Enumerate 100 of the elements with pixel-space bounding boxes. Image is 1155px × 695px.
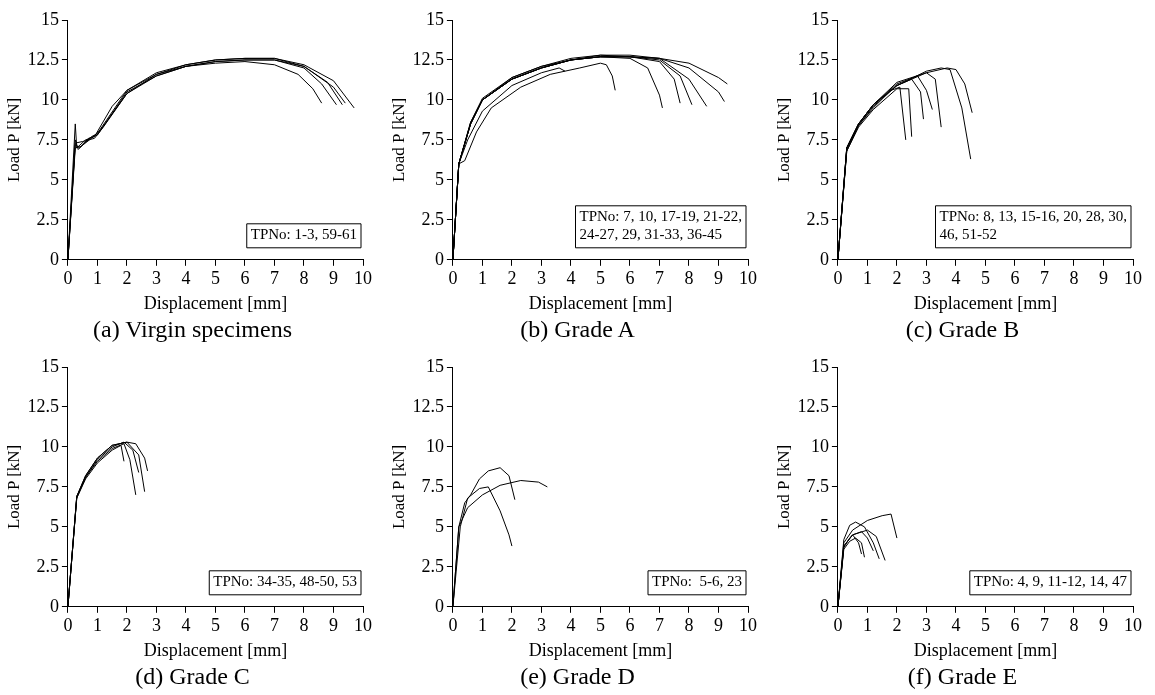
y-tick-label: 7.5 [421,128,444,149]
annotation: TPNo: 8, 13, 15-16, 20, 28, 30, 46, 51-52 [939,208,1127,243]
y-tick-label: 0 [819,248,829,269]
x-tick-label: 9 [328,615,338,636]
y-tick-label: 15 [810,8,829,29]
x-tick-label: 10 [739,615,757,636]
x-tick-label: 9 [328,268,338,289]
x-tick-label: 3 [921,615,931,636]
x-tick-label: 6 [1010,615,1020,636]
y-tick-label: 15 [425,355,444,376]
x-tick-label: 10 [1124,615,1142,636]
y-tick-label: 0 [49,595,59,616]
x-tick-label: 3 [536,268,546,289]
x-tick-label: 3 [921,268,931,289]
x-tick-label: 5 [980,615,990,636]
x-tick-label: 5 [595,615,605,636]
x-tick-label: 1 [477,268,487,289]
x-tick-label: 3 [151,268,161,289]
text: (b) Grade A [519,315,636,343]
y-tick-label: 10 [425,435,444,456]
x-tick-label: 4 [951,615,961,636]
x-tick-label: 0 [63,268,73,289]
y-tick-label: 5 [49,168,59,189]
y-tick-label: 12.5 [27,48,59,69]
x-tick-label: 9 [713,615,723,636]
y-tick-label: 0 [819,595,829,616]
y-axis-title: Load P [kN] [3,444,23,530]
y-axis-title: Load P [kN] [773,97,793,183]
x-tick-label: 9 [713,268,723,289]
y-tick-label: 12.5 [412,395,444,416]
x-tick-label: 6 [625,615,635,636]
x-tick-label: 3 [536,615,546,636]
x-tick-label: 2 [892,268,902,289]
x-tick-label: 1 [862,268,872,289]
x-tick-label: 8 [684,615,694,636]
y-tick-label: 15 [810,355,829,376]
y-tick-label: 5 [434,515,444,536]
x-tick-label: 0 [833,268,843,289]
y-tick-label: 0 [434,595,444,616]
y-tick-label: 5 [49,515,59,536]
y-tick-label: 12.5 [797,48,829,69]
x-axis-title: Displacement [mm] [913,292,1058,313]
y-tick-label: 2.5 [806,208,829,229]
y-tick-label: 5 [434,168,444,189]
x-tick-label: 5 [210,615,220,636]
x-tick-label: 5 [595,268,605,289]
annotation: TPNo: 34-35, 48-50, 53 [213,573,357,590]
y-axis-title: Load P [kN] [388,444,408,530]
text: (a) Virgin specimens [92,315,293,343]
x-tick-label: 0 [63,615,73,636]
y-tick-label: 10 [40,435,59,456]
x-tick-label: 1 [92,268,102,289]
x-tick-label: 10 [354,268,372,289]
y-tick-label: 0 [434,248,444,269]
x-tick-label: 10 [1124,268,1142,289]
x-axis-title: Displacement [mm] [143,292,288,313]
x-tick-label: 1 [477,615,487,636]
x-tick-label: 8 [299,268,309,289]
text: (d) Grade C [134,662,251,690]
x-tick-label: 6 [240,615,250,636]
x-tick-label: 5 [980,268,990,289]
annotation: TPNo: 1-3, 59-61 [250,226,357,243]
x-tick-label: 6 [1010,268,1020,289]
y-tick-label: 2.5 [421,208,444,229]
x-tick-label: 2 [122,615,132,636]
x-tick-label: 5 [210,268,220,289]
text: (f) Grade E [906,662,1019,690]
y-tick-label: 15 [40,355,59,376]
text: (e) Grade D [519,662,636,690]
y-tick-label: 7.5 [421,475,444,496]
x-tick-label: 7 [269,615,279,636]
y-tick-label: 12.5 [797,395,829,416]
x-tick-label: 0 [448,615,458,636]
y-tick-label: 7.5 [36,128,59,149]
y-tick-label: 7.5 [36,475,59,496]
x-tick-label: 10 [739,268,757,289]
annotation: TPNo: 4, 9, 11-12, 14, 47 [973,573,1128,590]
y-tick-label: 7.5 [806,475,829,496]
x-tick-label: 4 [951,268,961,289]
x-tick-label: 8 [684,268,694,289]
x-tick-label: 1 [862,615,872,636]
y-axis-title: Load P [kN] [773,444,793,530]
x-tick-label: 2 [892,615,902,636]
x-tick-label: 8 [299,615,309,636]
y-tick-label: 2.5 [36,208,59,229]
x-tick-label: 4 [181,268,191,289]
x-tick-label: 2 [507,268,517,289]
y-tick-label: 12.5 [412,48,444,69]
x-axis-title: Displacement [mm] [143,639,288,660]
y-tick-label: 10 [425,88,444,109]
y-tick-label: 2.5 [806,555,829,576]
y-tick-label: 12.5 [27,395,59,416]
x-tick-label: 6 [625,268,635,289]
x-tick-label: 10 [354,615,372,636]
y-tick-label: 5 [819,168,829,189]
x-tick-label: 7 [654,268,664,289]
y-tick-label: 10 [40,88,59,109]
x-tick-label: 6 [240,268,250,289]
x-tick-label: 8 [1069,615,1079,636]
y-axis-title: Load P [kN] [3,97,23,183]
